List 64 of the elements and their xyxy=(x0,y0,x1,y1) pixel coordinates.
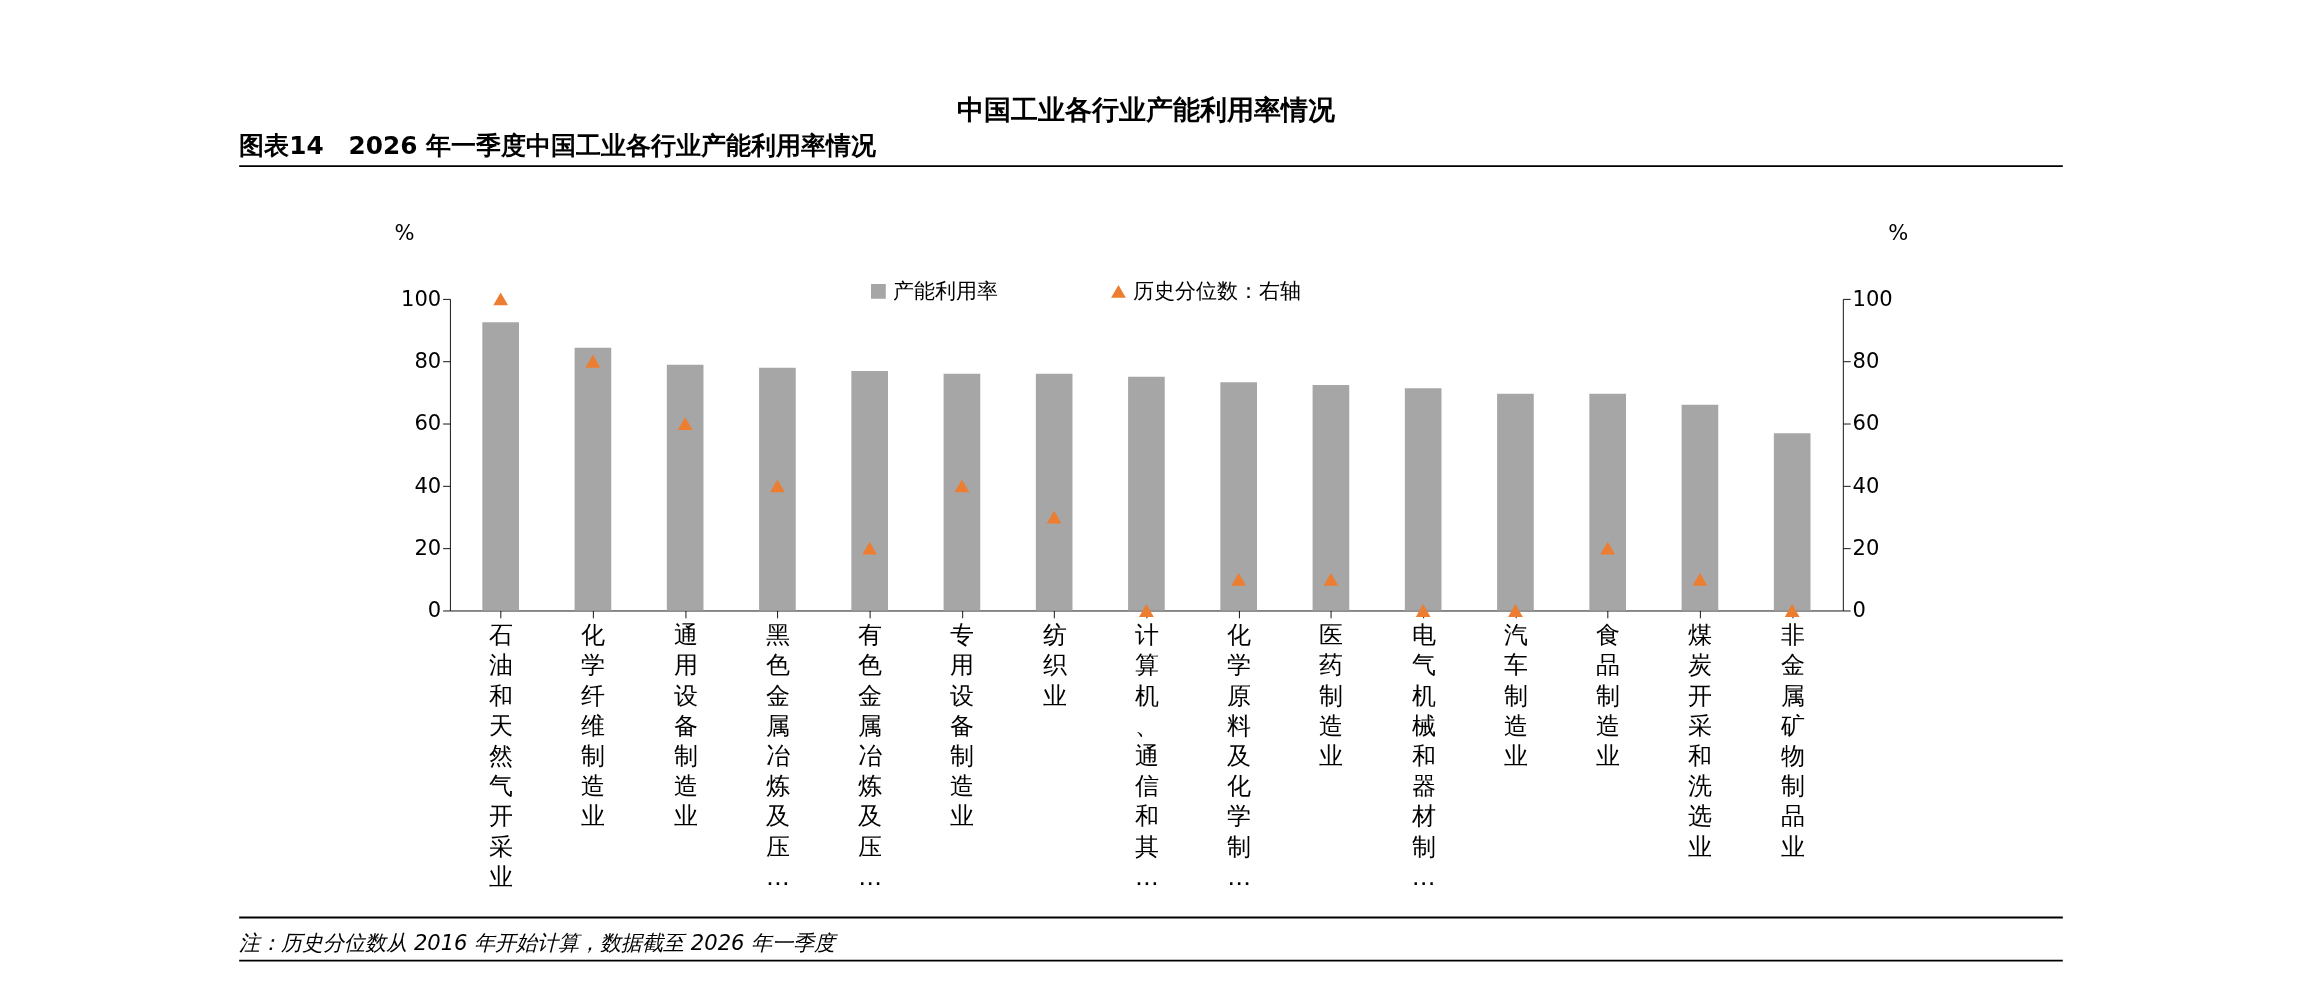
point xyxy=(1692,572,1708,586)
point xyxy=(1231,572,1247,586)
x-tick-label: 医药制造业 xyxy=(1319,621,1344,771)
point xyxy=(1046,510,1062,524)
y2-axis-title: % xyxy=(1888,219,1909,245)
bar xyxy=(1681,404,1719,611)
category-label: 电气机械和器材制… xyxy=(1411,621,1436,891)
category-label: 化学原料及化学制… xyxy=(1227,621,1252,891)
point xyxy=(770,479,785,493)
bar xyxy=(1773,433,1811,611)
point xyxy=(1784,604,1800,617)
legend-label: 历史分位数：右轴 xyxy=(1132,277,1301,303)
category-label: 石油和天然气开采业 xyxy=(489,621,514,891)
category-label: 黑色金属冶炼及压… xyxy=(765,621,790,891)
point xyxy=(954,479,970,493)
bar xyxy=(1589,393,1626,611)
point xyxy=(677,417,693,430)
y-tick-label: 80 xyxy=(414,348,442,374)
point xyxy=(493,292,509,306)
bar xyxy=(1220,382,1257,611)
x-tick-label: 食品制造业 xyxy=(1596,621,1621,771)
y-tick-label: 60 xyxy=(414,410,442,436)
x-tick-label: 通用设备制造业 xyxy=(673,621,698,831)
y-tick-label: 100 xyxy=(401,285,442,311)
bar xyxy=(1497,393,1534,611)
chart-subtitle: 中国工业各行业产能利用率情况 xyxy=(957,93,1337,126)
point xyxy=(1415,604,1431,617)
x-tick-label: 汽车制造业 xyxy=(1503,621,1528,771)
bar xyxy=(851,370,888,611)
x-tick-label: 煤炭开采和洗选业 xyxy=(1688,621,1713,861)
y-tick-label: 0 xyxy=(427,597,442,623)
y2-tick-label: 80 xyxy=(1852,348,1880,374)
y-tick-label: 20 xyxy=(414,535,442,561)
text: 注：历史分位数从 2016 年开始计算，数据截至 2026 年一季度 xyxy=(239,929,839,955)
category-label: 计算机、通信和其… xyxy=(1134,621,1159,891)
point xyxy=(862,541,878,555)
bar xyxy=(1312,384,1350,611)
bar xyxy=(1035,373,1073,611)
bar xyxy=(666,364,704,611)
point xyxy=(585,354,601,368)
bar xyxy=(574,347,612,611)
x-tick-label: 非金属矿物制品业 xyxy=(1779,621,1805,861)
point xyxy=(1323,572,1339,586)
y2-tick-label: 0 xyxy=(1852,597,1866,623)
y2-tick-label: 100 xyxy=(1852,285,1893,311)
y2-tick-label: 60 xyxy=(1852,410,1880,436)
bar xyxy=(1404,388,1442,611)
x-tick-label: 化学纤维制造业 xyxy=(581,621,606,831)
chart-title: 图表14 2026 年一季度中国工业各行业产能利用率情况 xyxy=(239,131,878,161)
x-tick-label: 纺织业 xyxy=(1042,621,1067,710)
category-label: 有色金属冶炼及压… xyxy=(858,621,883,891)
point xyxy=(1600,541,1616,555)
y2-tick-label: 40 xyxy=(1852,472,1880,498)
y2-tick-label: 20 xyxy=(1852,535,1880,561)
bar xyxy=(1128,376,1165,611)
y-axis-title: % xyxy=(394,219,415,245)
bar xyxy=(482,322,519,611)
point xyxy=(1139,604,1154,617)
y-tick-label: 40 xyxy=(414,472,442,498)
bar xyxy=(759,367,796,611)
x-tick-label: 专用设备制造业 xyxy=(950,621,975,831)
point xyxy=(1508,604,1523,617)
bar xyxy=(943,373,981,611)
legend-label: 产能利用率 xyxy=(892,277,998,303)
